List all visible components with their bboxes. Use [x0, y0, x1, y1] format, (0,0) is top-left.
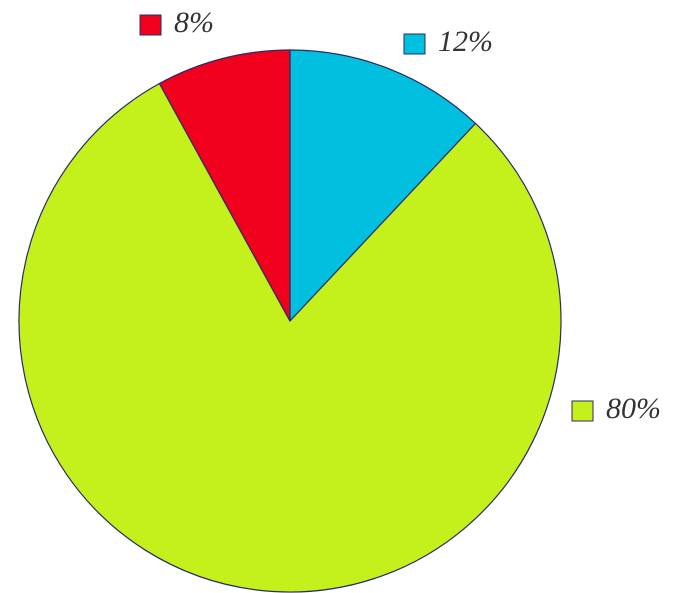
pie-slice [289, 49, 477, 323]
value-label: 80% [606, 392, 661, 425]
value-label: 8% [174, 6, 214, 39]
label-swatch [139, 14, 162, 36]
label-swatch [571, 400, 594, 422]
label-swatch [403, 33, 426, 55]
pie-slice [158, 49, 291, 322]
pie-slice [18, 82, 562, 593]
value-label: 12% [438, 25, 493, 58]
